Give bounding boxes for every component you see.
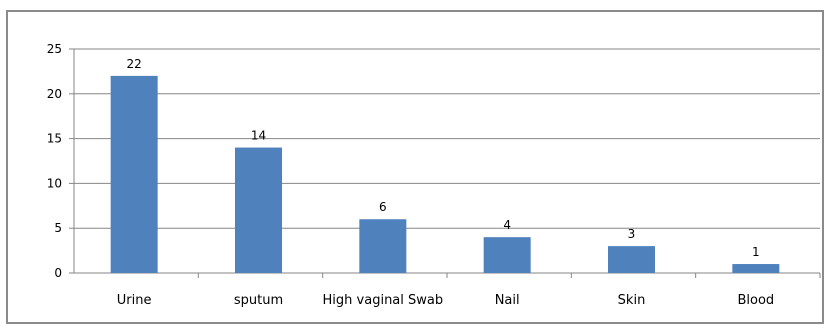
data-label-2: 6 bbox=[379, 200, 387, 214]
bar-2 bbox=[359, 219, 407, 273]
bar-3 bbox=[483, 237, 531, 273]
gridlines bbox=[74, 48, 820, 274]
bar-4 bbox=[608, 246, 655, 273]
y-tick-label-15: 15 bbox=[47, 132, 62, 146]
bar-0 bbox=[110, 75, 158, 273]
data-label-5: 1 bbox=[752, 245, 760, 259]
bar-5 bbox=[732, 264, 780, 273]
category-label-1: sputum bbox=[234, 293, 283, 308]
y-tick-label-5: 5 bbox=[54, 221, 62, 235]
bars bbox=[110, 75, 780, 273]
y-tick-label-0: 0 bbox=[54, 266, 62, 280]
y-tick-label-10: 10 bbox=[47, 176, 62, 190]
data-label-1: 14 bbox=[251, 129, 266, 143]
data-label-4: 3 bbox=[628, 227, 636, 241]
y-tick-label-25: 25 bbox=[47, 42, 62, 56]
category-label-3: Nail bbox=[495, 293, 520, 308]
category-label-4: Skin bbox=[618, 293, 646, 308]
bar-1 bbox=[235, 147, 282, 273]
y-tick-label-20: 20 bbox=[47, 87, 62, 101]
category-label-0: Urine bbox=[117, 293, 152, 308]
data-label-0: 22 bbox=[127, 57, 142, 71]
data-label-3: 4 bbox=[503, 218, 511, 232]
axes bbox=[69, 48, 821, 278]
category-label-5: Blood bbox=[737, 293, 774, 308]
category-label-2: High vaginal Swab bbox=[323, 293, 444, 308]
